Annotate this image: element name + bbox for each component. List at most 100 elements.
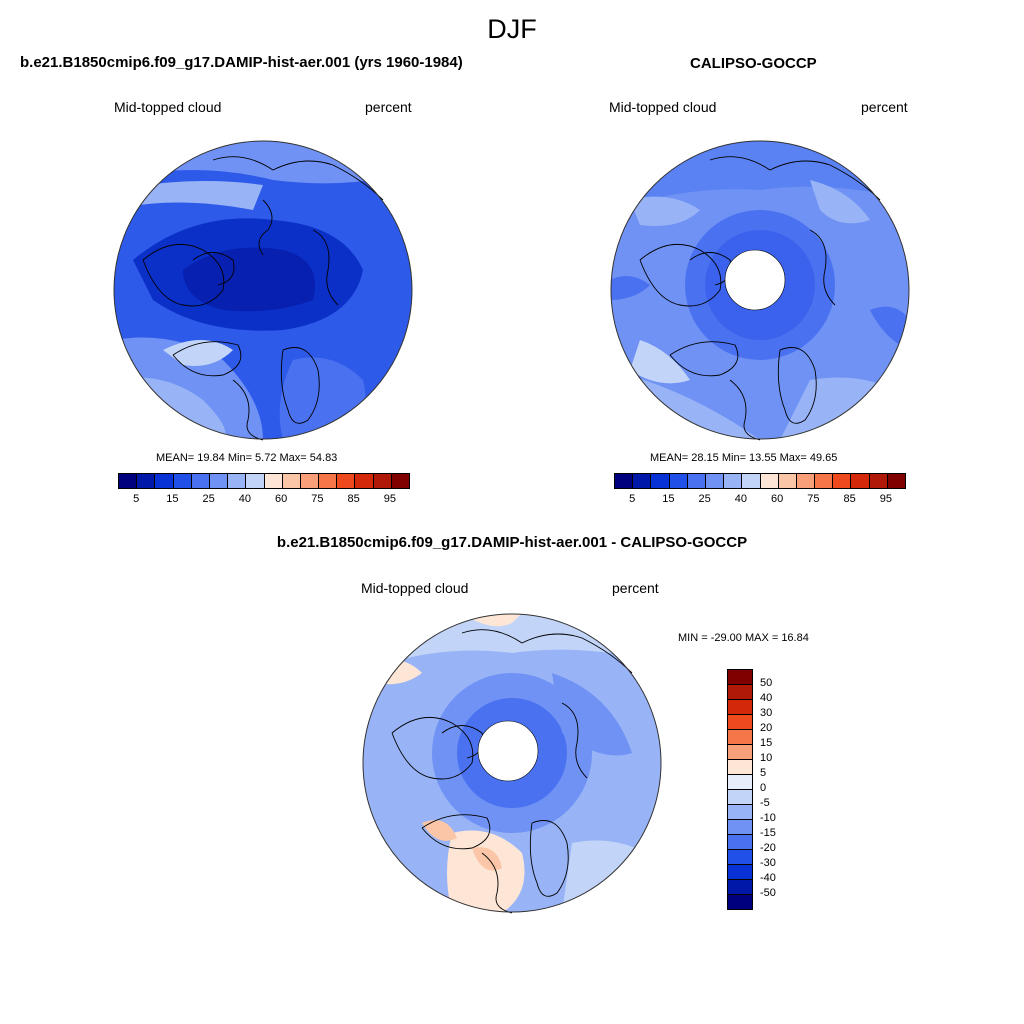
colorbar-tick-label: 10 <box>760 752 773 764</box>
colorbar-swatch <box>191 474 210 488</box>
colorbar-swatch <box>728 790 752 805</box>
colorbar-swatch <box>833 474 852 488</box>
colorbar-swatch <box>209 474 229 488</box>
colorbar-swatch <box>728 715 752 730</box>
colorbar-swatch <box>155 474 174 488</box>
panel3-units-label: percent <box>612 580 659 596</box>
panel2-units-label: percent <box>861 99 908 115</box>
colorbar-swatch <box>705 474 725 488</box>
colorbar-tick-label: 40 <box>760 692 773 704</box>
colorbar-swatch <box>728 865 752 880</box>
colorbar-tick-label: -30 <box>760 857 776 869</box>
panel1-polar-map <box>113 140 413 441</box>
colorbar-swatch <box>355 474 374 488</box>
colorbar-swatch <box>119 474 138 488</box>
colorbar-swatch <box>337 474 356 488</box>
colorbar-swatch <box>137 474 156 488</box>
colorbar-swatch <box>815 474 834 488</box>
colorbar-tick-label: 5 <box>629 493 636 505</box>
colorbar-tick-label: -10 <box>760 812 776 824</box>
panel2-colorbar <box>614 473 906 489</box>
colorbar-swatch <box>728 820 752 835</box>
colorbar-tick-label: 50 <box>760 677 773 689</box>
panel1-colorbar <box>118 473 410 489</box>
colorbar-swatch <box>728 775 752 790</box>
colorbar-tick-label: 20 <box>760 722 773 734</box>
colorbar-swatch <box>687 474 706 488</box>
colorbar-tick-label: 95 <box>383 493 396 505</box>
colorbar-swatch <box>728 700 752 715</box>
colorbar-tick-label: 15 <box>662 493 675 505</box>
colorbar-swatch <box>173 474 192 488</box>
colorbar-swatch <box>728 670 752 685</box>
colorbar-swatch <box>742 474 761 488</box>
panel3-colorbar <box>727 669 753 910</box>
panel1-stats: MEAN= 19.84 Min= 5.72 Max= 54.83 <box>156 452 338 464</box>
colorbar-tick-label: 5 <box>133 493 140 505</box>
colorbar-swatch <box>615 474 634 488</box>
colorbar-swatch <box>282 474 301 488</box>
colorbar-swatch <box>228 474 247 488</box>
main-title: DJF <box>487 14 537 44</box>
colorbar-tick-label: 75 <box>311 493 324 505</box>
colorbar-swatch <box>300 474 320 488</box>
colorbar-swatch <box>778 474 797 488</box>
colorbar-swatch <box>669 474 688 488</box>
colorbar-swatch <box>319 474 338 488</box>
panel2-polar-map <box>610 140 910 441</box>
colorbar-tick-label: -20 <box>760 842 776 854</box>
colorbar-swatch <box>264 474 283 488</box>
colorbar-swatch <box>869 474 888 488</box>
colorbar-swatch <box>246 474 265 488</box>
panel3-title: b.e21.B1850cmip6.f09_g17.DAMIP-hist-aer.… <box>276 534 748 551</box>
colorbar-tick-label: 75 <box>807 493 820 505</box>
colorbar-swatch <box>728 730 752 745</box>
colorbar-swatch <box>724 474 743 488</box>
colorbar-swatch <box>796 474 816 488</box>
colorbar-swatch <box>728 835 752 850</box>
colorbar-swatch <box>728 880 752 895</box>
panel3-polar-map <box>362 613 662 914</box>
colorbar-swatch <box>728 685 752 700</box>
colorbar-tick-label: -50 <box>760 887 776 899</box>
panel2-colorbar-ticks: 5 15 25 40 60 75 85 95 <box>614 493 906 507</box>
colorbar-swatch <box>728 805 752 820</box>
colorbar-swatch <box>728 850 752 865</box>
colorbar-tick-label: 60 <box>771 493 784 505</box>
colorbar-tick-label: 25 <box>698 493 711 505</box>
colorbar-tick-label: 15 <box>166 493 179 505</box>
colorbar-tick-label: -5 <box>760 797 770 809</box>
colorbar-tick-label: -15 <box>760 827 776 839</box>
colorbar-tick-label: 40 <box>238 493 251 505</box>
colorbar-tick-label: -40 <box>760 872 776 884</box>
colorbar-swatch <box>373 474 392 488</box>
colorbar-tick-label: 0 <box>760 782 767 794</box>
panel2-stats: MEAN= 28.15 Min= 13.55 Max= 49.65 <box>650 452 838 464</box>
panel1-units-label: percent <box>365 99 412 115</box>
colorbar-swatch <box>633 474 652 488</box>
colorbar-tick-label: 60 <box>275 493 288 505</box>
colorbar-tick-label: 15 <box>760 737 773 749</box>
colorbar-tick-label: 95 <box>879 493 892 505</box>
panel1-colorbar-ticks: 5 15 25 40 60 75 85 95 <box>118 493 410 507</box>
panel1-title: b.e21.B1850cmip6.f09_g17.DAMIP-hist-aer.… <box>20 54 463 71</box>
colorbar-tick-label: 25 <box>202 493 215 505</box>
colorbar-tick-label: 40 <box>734 493 747 505</box>
colorbar-swatch <box>851 474 870 488</box>
colorbar-swatch <box>728 760 752 775</box>
colorbar-swatch <box>728 895 752 909</box>
colorbar-swatch <box>651 474 670 488</box>
colorbar-swatch <box>887 474 905 488</box>
panel3-colorbar-ticks: 50 40 30 20 15 10 5 0 -5 -10 -15 -20 -30 -40 -50 <box>760 669 800 909</box>
panel3-variable-label: Mid-topped cloud <box>361 580 469 596</box>
colorbar-swatch <box>391 474 409 488</box>
colorbar-swatch <box>728 745 752 760</box>
colorbar-tick-label: 30 <box>760 707 773 719</box>
panel3-stats: MIN = -29.00 MAX = 16.84 <box>678 632 809 644</box>
colorbar-tick-label: 5 <box>760 767 767 779</box>
panel1-variable-label: Mid-topped cloud <box>114 99 222 115</box>
colorbar-tick-label: 85 <box>843 493 856 505</box>
colorbar-swatch <box>760 474 779 488</box>
colorbar-tick-label: 85 <box>347 493 360 505</box>
panel2-variable-label: Mid-topped cloud <box>609 99 717 115</box>
